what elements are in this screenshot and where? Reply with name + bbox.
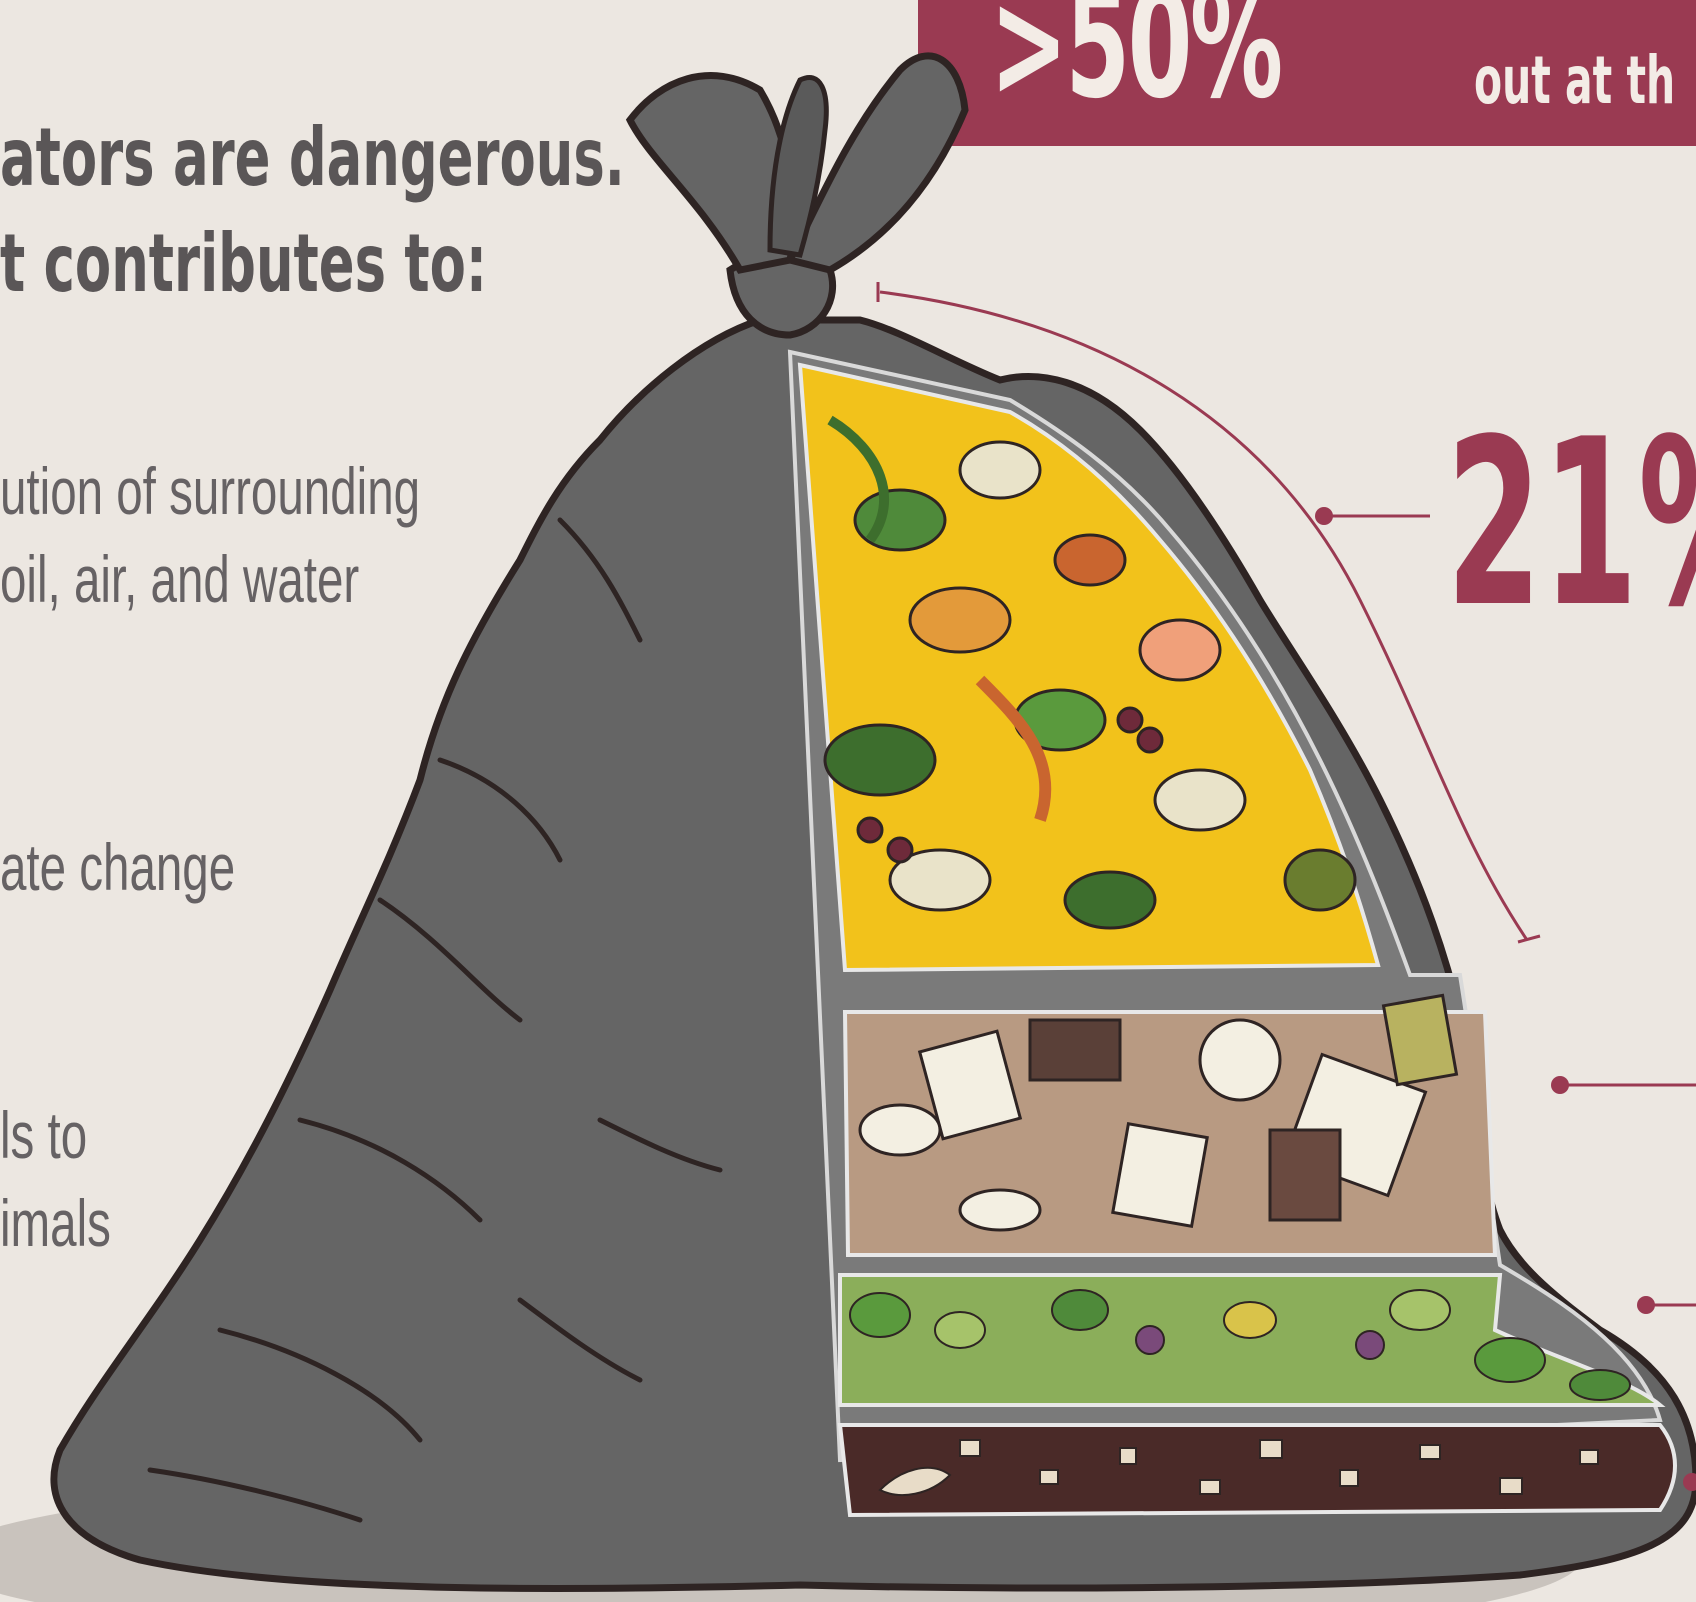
- food-doodles: [823, 415, 1357, 930]
- effect-pollution-line-1: ution of surrounding: [0, 454, 421, 528]
- headline-banner: [918, 0, 1696, 146]
- paper-doodles: [858, 993, 1459, 1232]
- bag-ear-center: [767, 75, 829, 258]
- effect-animals-line-2: imals: [0, 1186, 111, 1260]
- heading-line-1: ators are dangerous.: [0, 111, 625, 204]
- banner-caption: out at th: [1474, 42, 1676, 119]
- banner-percent: >50%: [990, 0, 1283, 132]
- callout-dots: [1315, 507, 1696, 1491]
- soil-doodles: [878, 1439, 1599, 1496]
- yard-waste-layer: [838, 1273, 1666, 1407]
- bag-folds: [147, 517, 723, 1523]
- soil-layer: [837, 1423, 1677, 1518]
- effect-climate-line-1: ate change: [0, 830, 236, 904]
- heading-line-2: t contributes to:: [0, 217, 488, 310]
- effect-pollution-line-2: oil, air, and water: [0, 542, 360, 616]
- callout-lines: [876, 282, 1696, 1307]
- bag-ear-right: [784, 52, 969, 274]
- effect-animals-line-1: ls to: [0, 1098, 88, 1172]
- yard-doodles: [849, 1289, 1631, 1401]
- food-waste-percent: 21%: [1446, 391, 1696, 658]
